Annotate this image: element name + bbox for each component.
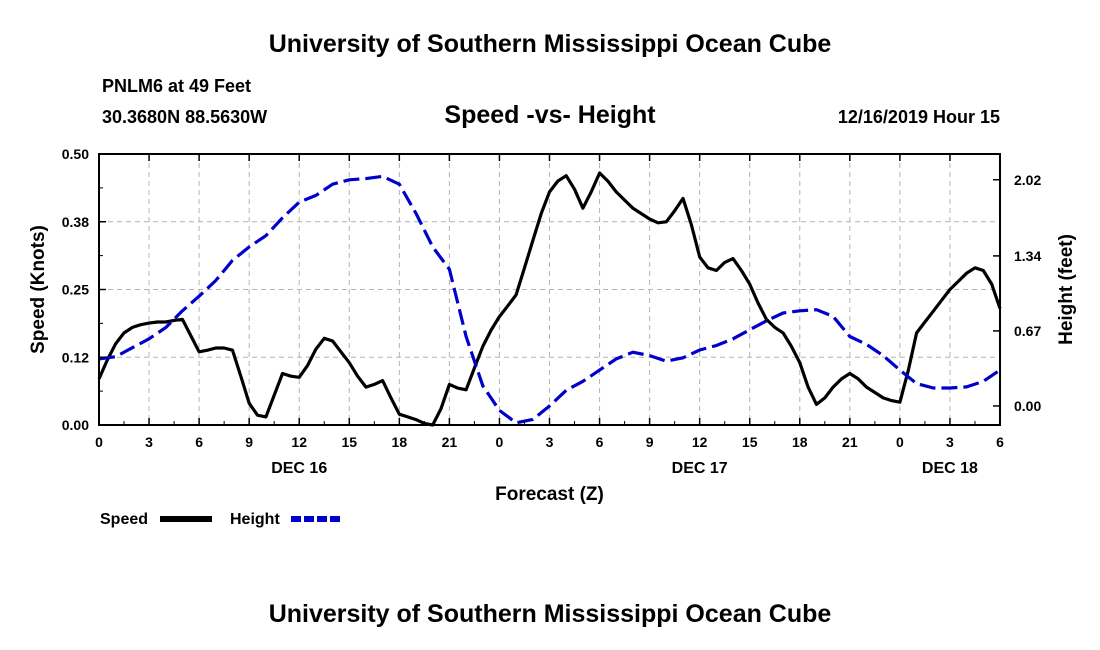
x-tick-label: 15 <box>742 434 758 450</box>
x-tick-label: 3 <box>546 434 554 450</box>
legend-height-label: Height <box>230 511 280 528</box>
y-right-tick-label: 2.02 <box>1014 172 1041 188</box>
legend-speed-label: Speed <box>100 511 148 528</box>
forecast-datetime: 12/16/2019 Hour 15 <box>837 107 1000 127</box>
y-right-tick-label: 0.00 <box>1014 398 1041 414</box>
station-label: PNLM6 at 49 Feet <box>102 76 252 96</box>
x-tick-label: 12 <box>291 434 307 450</box>
x-tick-label: 9 <box>245 434 253 450</box>
chart-title: Speed -vs- Height <box>444 101 656 129</box>
x-tick-label: 18 <box>792 434 808 450</box>
x-tick-label: 21 <box>442 434 458 450</box>
y-tick-label: 0.00 <box>62 417 89 433</box>
day-label: DEC 16 <box>271 460 327 477</box>
x-tick-label: 18 <box>392 434 408 450</box>
series-speed-line <box>97 171 1002 427</box>
y-tick-label: 0.50 <box>62 146 89 162</box>
y-tick-label: 0.25 <box>62 282 89 298</box>
x-tick-label: 0 <box>896 434 904 450</box>
x-tick-label: 0 <box>496 434 504 450</box>
x-tick-label: 3 <box>946 434 954 450</box>
coordinates-label: 30.3680N 88.5630W <box>102 107 268 127</box>
x-tick-label: 12 <box>692 434 708 450</box>
y-axis-label: Speed (Knots) <box>28 225 49 354</box>
x-tick-label: 6 <box>195 434 203 450</box>
x-tick-label: 6 <box>996 434 1004 450</box>
y-right-axis-label: Height (feet) <box>1056 234 1077 345</box>
x-tick-label: 15 <box>341 434 357 450</box>
y-right-tick-label: 1.34 <box>1014 248 1041 264</box>
x-tick-label: 6 <box>596 434 604 450</box>
x-tick-label: 21 <box>842 434 858 450</box>
day-label: DEC 18 <box>922 460 978 477</box>
x-tick-label: 3 <box>145 434 153 450</box>
legend: Speed Height <box>100 511 343 528</box>
y-right-tick-label: 0.67 <box>1014 323 1041 339</box>
page-title-top: University of Southern Mississippi Ocean… <box>268 30 832 58</box>
page-title-bottom: University of Southern Mississippi Ocean… <box>268 600 832 628</box>
y-tick-label: 0.38 <box>62 214 89 230</box>
x-tick-label: 9 <box>646 434 654 450</box>
series-height-line <box>98 174 1001 425</box>
y-tick-label: 0.12 <box>62 349 89 365</box>
x-tick-label: 0 <box>95 434 103 450</box>
x-axis-label: Forecast (Z) <box>495 484 604 505</box>
ticks-layer: 0 3 6 9 12 15 18 21 0 3 6 9 12 15 18 21 0 3 6 0.00 0.12 0.25 0… <box>62 146 1042 477</box>
series-layer <box>97 171 1002 427</box>
day-label: DEC 17 <box>672 460 728 477</box>
